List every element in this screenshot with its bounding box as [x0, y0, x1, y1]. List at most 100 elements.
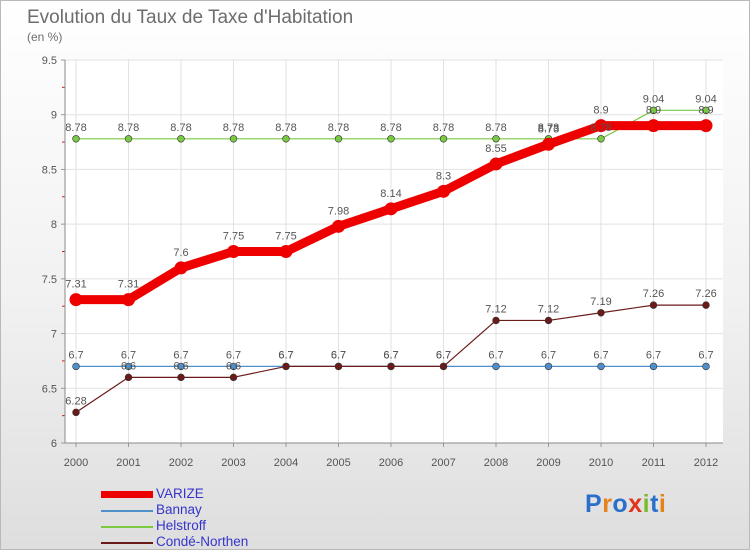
point-bannay	[544, 362, 553, 371]
data-label-bannay: 6.7	[121, 349, 136, 361]
point-bannay	[229, 362, 238, 371]
data-label-varize: 7.75	[275, 231, 296, 243]
data-label-helstroff: 9.04	[695, 93, 716, 105]
data-label-bannay: 6.7	[278, 349, 293, 361]
point-helstroff	[649, 106, 658, 115]
y-tick-label: 6	[51, 438, 57, 450]
x-tick-label: 2001	[116, 457, 140, 469]
point-cond-northen	[282, 362, 290, 371]
point-helstroff	[282, 135, 290, 143]
point-bannay	[649, 362, 658, 371]
data-label-cond-northen: 6.6	[173, 360, 188, 372]
data-label-helstroff: 8.78	[170, 122, 191, 134]
point-varize	[384, 202, 398, 216]
point-bannay	[597, 362, 605, 371]
point-cond-northen	[492, 316, 500, 325]
point-varize	[174, 261, 188, 275]
x-tick-label: 2009	[536, 457, 560, 469]
point-cond-northen	[334, 362, 343, 371]
point-bannay	[72, 362, 80, 371]
data-label-varize: 8.3	[436, 170, 451, 182]
data-label-helstroff: 8.78	[433, 122, 454, 134]
legend-label-conde-northen: Condé-Northen	[156, 534, 249, 549]
point-varize	[122, 293, 135, 307]
logo-letter: t	[650, 490, 659, 518]
legend-label-helstroff: Helstroff	[156, 518, 207, 533]
x-tick-label: 2002	[169, 457, 193, 469]
legend-swatch-bannay	[101, 510, 153, 512]
data-label-cond-northen: 6.7	[331, 349, 346, 361]
data-label-cond-northen: 7.26	[695, 288, 716, 300]
point-helstroff	[229, 135, 238, 143]
point-cond-northen	[124, 373, 133, 382]
x-tick-label: 2006	[379, 457, 403, 469]
point-varize	[69, 293, 83, 307]
y-tick-label: 6.5	[42, 383, 57, 395]
data-label-varize: 7.98	[328, 205, 349, 217]
logo-letter: P	[585, 490, 603, 518]
point-cond-northen	[702, 301, 710, 309]
logo-letter: i	[658, 490, 667, 518]
data-label-varize: 7.6	[173, 247, 188, 259]
data-label-helstroff: 8.78	[118, 122, 139, 134]
plot-area	[65, 60, 723, 443]
y-tick-label: 8.5	[42, 164, 57, 176]
logo-letter: r	[602, 490, 613, 518]
point-cond-northen	[229, 373, 238, 382]
point-cond-northen	[649, 301, 658, 309]
logo-letter: i	[642, 490, 651, 518]
data-label-varize: 8.55	[485, 143, 506, 155]
data-label-helstroff: 8.78	[538, 122, 559, 134]
point-varize	[542, 137, 555, 151]
data-label-helstroff: 8.78	[590, 122, 611, 134]
point-varize	[699, 119, 713, 133]
x-tick-label: 2005	[326, 457, 350, 469]
data-label-helstroff: 8.78	[380, 122, 401, 134]
data-label-bannay: 6.7	[488, 349, 503, 361]
logo-letter: x	[628, 490, 643, 518]
point-helstroff	[177, 135, 185, 143]
data-label-bannay: 6.7	[383, 349, 398, 361]
chart-unit-label: (en %)	[27, 30, 63, 44]
point-bannay	[177, 362, 185, 371]
data-label-bannay: 6.7	[226, 349, 241, 361]
data-label-cond-northen: 6.7	[383, 349, 398, 361]
point-cond-northen	[72, 408, 80, 417]
point-helstroff	[124, 135, 133, 143]
point-cond-northen	[387, 362, 395, 371]
y-tick-label: 7	[51, 329, 57, 341]
data-label-varize: 7.75	[223, 231, 244, 243]
data-label-bannay: 6.7	[331, 349, 346, 361]
data-label-bannay: 6.7	[68, 349, 83, 361]
point-cond-northen	[439, 362, 448, 371]
data-label-varize: 8.9	[698, 105, 713, 117]
x-tick-label: 2012	[694, 457, 718, 469]
data-label-bannay: 6.7	[541, 349, 556, 361]
data-label-cond-northen: 6.6	[226, 360, 241, 372]
point-bannay	[702, 362, 710, 371]
data-label-helstroff: 8.78	[485, 122, 506, 134]
legend-label-bannay: Bannay	[156, 502, 202, 517]
point-helstroff	[492, 135, 500, 143]
point-varize	[332, 219, 345, 233]
data-label-helstroff: 9.04	[643, 93, 664, 105]
data-label-varize: 8.73	[538, 123, 559, 135]
x-tick-label: 2008	[484, 457, 508, 469]
proxiti-logo: Proxiti	[585, 490, 666, 519]
legend-swatch-helstroff	[101, 526, 153, 528]
data-label-bannay: 6.7	[173, 349, 188, 361]
data-label-helstroff: 8.78	[65, 122, 86, 134]
data-label-varize: 8.9	[646, 105, 661, 117]
data-label-bannay: 6.7	[593, 349, 608, 361]
point-bannay	[124, 362, 133, 371]
legend-label-varize: VARIZE	[156, 486, 204, 501]
legend-swatch-varize	[101, 491, 153, 498]
data-label-cond-northen: 6.28	[65, 395, 86, 407]
x-tick-label: 2003	[221, 457, 245, 469]
data-label-cond-northen: 6.7	[436, 349, 451, 361]
point-varize	[489, 157, 503, 171]
data-label-varize: 7.31	[65, 279, 86, 291]
point-helstroff	[439, 135, 448, 143]
data-label-varize: 7.31	[118, 279, 139, 291]
data-label-varize: 8.14	[380, 188, 401, 200]
